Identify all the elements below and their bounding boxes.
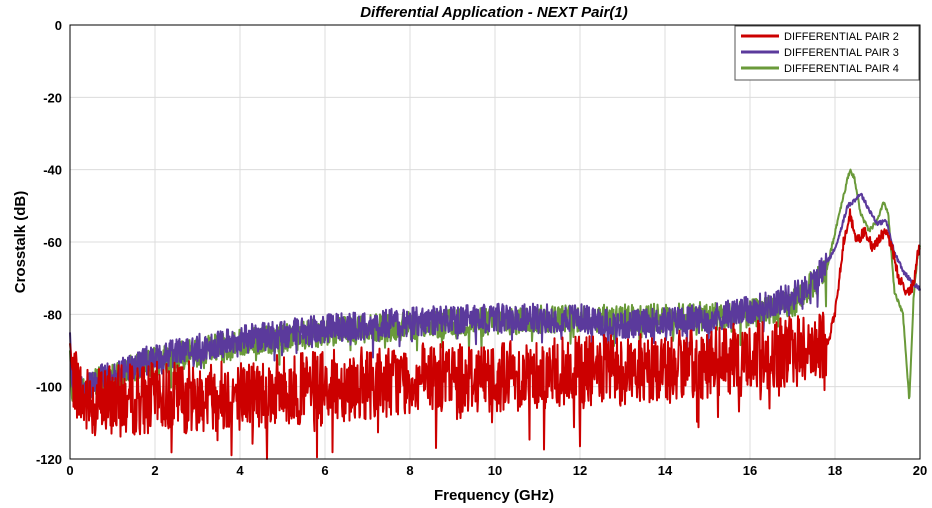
- y-axis-label: Crosstalk (dB): [12, 191, 29, 294]
- legend: DIFFERENTIAL PAIR 2 DIFFERENTIAL PAIR 3 DI…: [734, 25, 920, 81]
- x-tick-label: 20: [913, 463, 927, 478]
- y-tick-label: 0: [55, 18, 62, 33]
- series-line: [69, 208, 921, 460]
- x-tick-label: 16: [743, 463, 757, 478]
- x-tick-label: 6: [321, 463, 328, 478]
- x-tick-label: 14: [658, 463, 673, 478]
- x-tick-label: 4: [236, 463, 244, 478]
- series-layer: [69, 168, 921, 460]
- tick-labels: 0 2 4 6 8 10 12 14 16 18 20 0 -20 -40 -60 -80 -100 -120: [36, 18, 927, 478]
- x-tick-label: 0: [66, 463, 73, 478]
- y-tick-label: -60: [43, 235, 62, 250]
- y-tick-label: -100: [36, 380, 62, 395]
- x-axis-label: Frequency (GHz): [434, 487, 554, 504]
- chart-title: Differential Application - NEXT Pair(1): [360, 4, 628, 21]
- legend-label: DIFFERENTIAL PAIR 4: [784, 63, 899, 75]
- x-tick-label: 8: [406, 463, 413, 478]
- series-line: [69, 192, 921, 405]
- legend-label: DIFFERENTIAL PAIR 3: [784, 47, 899, 59]
- x-tick-label: 18: [828, 463, 842, 478]
- x-tick-label: 12: [573, 463, 587, 478]
- y-tick-label: -120: [36, 452, 62, 467]
- plot-frame: [69, 24, 921, 460]
- x-tick-label: 10: [488, 463, 502, 478]
- y-tick-label: -80: [43, 307, 62, 322]
- y-tick-label: -20: [43, 90, 62, 105]
- legend-label: DIFFERENTIAL PAIR 2: [784, 31, 899, 43]
- y-tick-label: -40: [43, 163, 62, 178]
- x-tick-label: 2: [151, 463, 158, 478]
